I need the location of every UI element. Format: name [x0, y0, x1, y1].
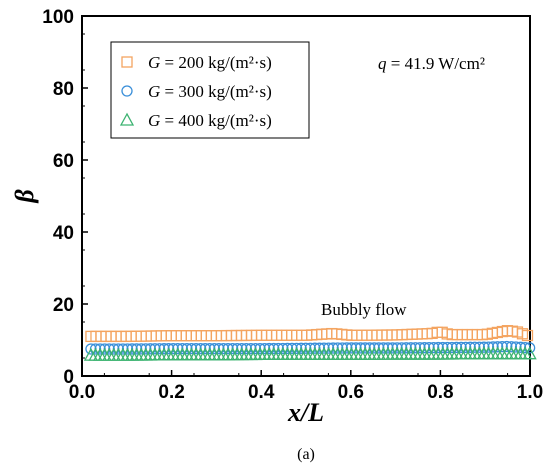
- legend-label-1: G = 300 kg/(m²·s): [148, 82, 272, 101]
- series-layer: [83, 325, 537, 361]
- condition-value: = 41.9 W/cm²: [387, 54, 485, 73]
- legend-symbol-1: G: [148, 82, 160, 101]
- regime-annotation: Bubbly flow: [321, 300, 407, 319]
- series-1-point-93: [510, 341, 522, 353]
- legend: G = 200 kg/(m²·s)G = 300 kg/(m²·s)G = 40…: [119, 53, 272, 130]
- condition-annotation: q = 41.9 W/cm²: [378, 54, 485, 73]
- axis-ticks: 0.0 0.2 0.4 0.6 0.8 1.0 0 20 40 60 80 100: [42, 7, 543, 403]
- condition-symbol: q: [378, 54, 387, 73]
- y-tick-label-2: 40: [53, 223, 74, 244]
- legend-value-1: = 300 kg/(m²·s): [160, 82, 271, 101]
- x-tick-label-4: 0.8: [427, 382, 453, 403]
- legend-marker-1: [121, 85, 133, 97]
- y-tick-label-4: 80: [53, 79, 74, 100]
- series-1-point-87: [482, 341, 495, 353]
- y-tick-label-5: 100: [42, 7, 74, 28]
- x-tick-label-5: 1.0: [517, 382, 543, 403]
- series-2: [83, 346, 537, 361]
- series-1-point-92: [505, 341, 518, 353]
- plot-frame: [81, 15, 531, 377]
- y-tick-label-1: 20: [53, 295, 74, 316]
- series-0: [85, 325, 534, 343]
- legend-marker-2: [119, 112, 135, 126]
- series-2-point-96: [522, 346, 537, 360]
- y-tick-label-3: 60: [53, 151, 74, 172]
- figure-caption: (a): [297, 446, 315, 463]
- y-tick-label-0: 0: [63, 367, 74, 388]
- x-tick-label-0: 0.0: [69, 382, 95, 403]
- x-axis-title: x/L: [287, 398, 324, 427]
- series-1-point-91: [501, 340, 513, 353]
- legend-box: [110, 41, 310, 139]
- series-1-point-89: [492, 341, 504, 353]
- legend-label-0: G = 200 kg/(m²·s): [148, 53, 272, 72]
- legend-value-2: = 400 kg/(m²·s): [160, 111, 271, 130]
- x-tick-label-3: 0.6: [338, 382, 364, 403]
- legend-label-2: G = 400 kg/(m²·s): [148, 111, 272, 130]
- series-0-point-87: [521, 329, 534, 342]
- legend-marker-0: [121, 56, 133, 68]
- legend-symbol-2: G: [148, 111, 160, 130]
- series-1-point-88: [487, 341, 499, 353]
- legend-value-0: = 200 kg/(m²·s): [160, 53, 271, 72]
- series-1-point-90: [496, 341, 508, 353]
- x-tick-label-1: 0.2: [158, 382, 184, 403]
- x-tick-label-2: 0.4: [248, 382, 275, 403]
- legend-symbol-0: G: [148, 53, 160, 72]
- y-axis-title: β: [10, 189, 39, 204]
